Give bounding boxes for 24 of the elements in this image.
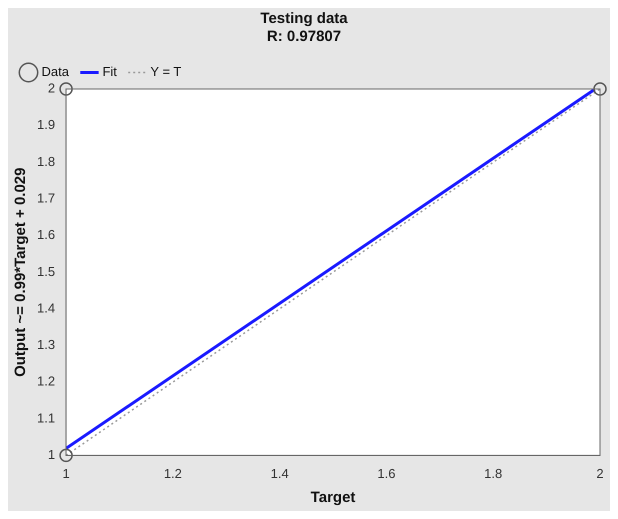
x-tick-label: 2 [596, 466, 604, 481]
y-tick-label: 1.5 [36, 264, 56, 279]
y-tick-label: 1.7 [36, 190, 56, 206]
y-tick-label: 1.8 [36, 154, 56, 169]
y-tick-label: 1 [48, 446, 56, 462]
legend-label: Fit [102, 64, 118, 80]
y-tick-label: 1.4 [36, 300, 56, 316]
y-tick-label: 1.9 [36, 117, 56, 132]
x-tick-label: 1.4 [270, 466, 289, 481]
y-tick-label: 1.6 [36, 227, 56, 242]
y-axis-title: Output ~= 0.99*Target + 0.029 [12, 167, 30, 377]
x-tick-label: 1.8 [484, 466, 502, 481]
x-axis-title: Target [310, 489, 356, 506]
y-tick-label: 2 [48, 80, 56, 96]
chart-title: Testing data [260, 10, 348, 28]
y-tick-label: 1.2 [36, 374, 56, 389]
x-tick-label: 1.2 [164, 466, 182, 481]
y-tick-label: 1.3 [36, 337, 56, 352]
x-tick-label: 1 [62, 466, 70, 481]
x-tick-label: 1.6 [377, 466, 396, 481]
y-tick-label: 1.1 [36, 410, 56, 426]
legend-label: Data [42, 64, 70, 80]
legend-label: Y = T [150, 64, 182, 80]
chart-subtitle: R: 0.97807 [266, 28, 342, 46]
